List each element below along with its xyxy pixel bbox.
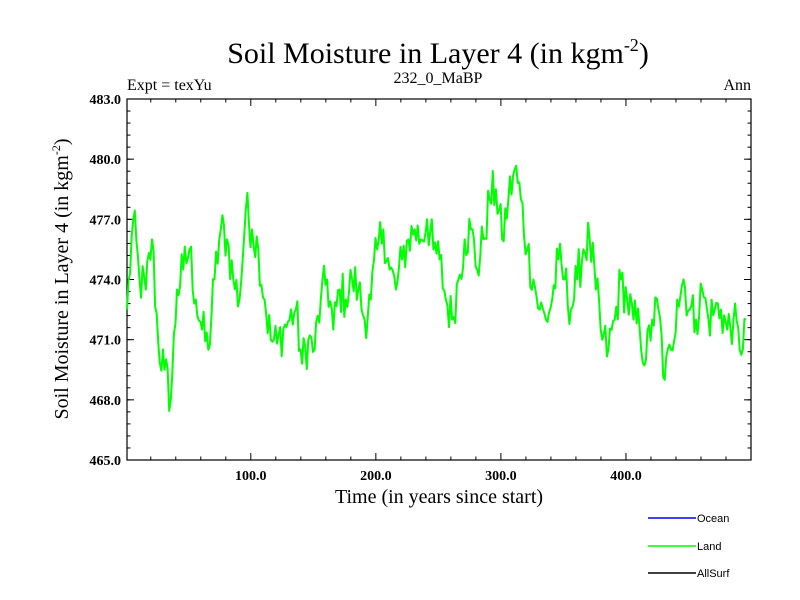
- plot-frame: [126, 98, 752, 461]
- y-tick-label: 483.0: [90, 93, 122, 108]
- x-tick-label: 100.0: [235, 469, 267, 484]
- chart-title: Soil Moisture in Layer 4 (in kgm-2): [227, 35, 649, 70]
- y-tick-label: 468.0: [90, 394, 122, 409]
- subtitle-left: Expt = texYu: [127, 77, 212, 94]
- y-tick-label: 477.0: [90, 213, 122, 228]
- y-axis-label: Soil Moisture in Layer 4 (in kgm-2): [49, 138, 73, 419]
- chart-title-close: ): [639, 37, 649, 70]
- x-axis: 100.0 200.0 300.0 400.0: [150, 99, 727, 484]
- y-axis-label-close: ): [51, 138, 73, 145]
- y-axis-label-superscript: -2: [49, 145, 63, 155]
- y-axis: 465.0 468.0 471.0 474.0 477.0 480.0 483.0: [90, 93, 751, 469]
- x-tick-label: 300.0: [485, 469, 517, 484]
- subtitle-right: Ann: [723, 77, 751, 94]
- x-axis-label: Time (in years since start): [335, 486, 543, 508]
- legend-label-land: Land: [697, 541, 721, 553]
- legend-label-ocean: Ocean: [697, 513, 729, 525]
- chart-title-superscript: -2: [624, 35, 639, 55]
- x-tick-label: 400.0: [610, 469, 642, 484]
- y-tick-label: 474.0: [90, 274, 122, 289]
- chart-title-main: Soil Moisture in Layer 4 (in kgm: [227, 37, 624, 70]
- x-tick-label: 200.0: [360, 469, 392, 484]
- y-axis-label-main: Soil Moisture in Layer 4 (in kgm: [51, 155, 73, 420]
- subtitle-center: 232_0_MaBP: [394, 70, 483, 87]
- y-tick-label: 471.0: [90, 334, 122, 349]
- series-line-land: [126, 164, 747, 412]
- y-tick-label: 480.0: [90, 153, 122, 168]
- y-tick-label: 465.0: [90, 454, 122, 469]
- legend-label-allsurf: AllSurf: [697, 568, 730, 580]
- legend: Ocean Land AllSurf: [648, 513, 730, 580]
- series-layer: [126, 164, 747, 412]
